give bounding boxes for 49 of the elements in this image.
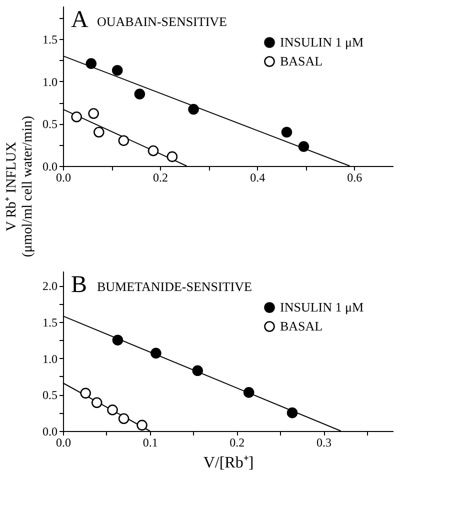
annotation: BUMETANIDE-SENSITIVE (97, 279, 252, 294)
point (88, 108, 99, 119)
point (80, 388, 91, 399)
point (86, 58, 97, 69)
point (107, 404, 118, 416)
legend-label: BASAL (280, 318, 323, 334)
y-tick-label: 1.5 (42, 315, 58, 330)
x-axis-title: V/[Rb⁺] (203, 454, 254, 472)
x-tick-label: 0.2 (153, 170, 168, 184)
y-tick-label: 0.5 (42, 388, 58, 402)
point (118, 135, 130, 146)
legend-label: BASAL (280, 54, 323, 68)
x-tick-label: 0.2 (230, 436, 245, 450)
x-tick-label: 0.1 (142, 436, 158, 450)
point (134, 88, 146, 100)
point (136, 420, 148, 431)
y-tick-label: 0.5 (42, 117, 58, 132)
x-tick-label: 0.4 (250, 170, 266, 184)
point (281, 126, 292, 138)
point (298, 141, 310, 152)
legend-label: INSULIN 1 μM (280, 34, 364, 50)
y-tick-label: 1.0 (42, 74, 58, 89)
annotation: B (71, 272, 88, 298)
annotation: OUABAIN-SENSITIVE (97, 14, 228, 29)
point (118, 413, 130, 424)
point (166, 151, 178, 162)
x-tick-label: 0.0 (56, 170, 71, 184)
point (148, 145, 159, 156)
point (192, 365, 203, 376)
legend-label: INSULIN 1 μM (280, 300, 364, 314)
annotation: A (71, 7, 89, 33)
x-tick-label: 0.0 (56, 436, 71, 450)
y-tick-label: 2.0 (42, 279, 58, 294)
point (91, 397, 102, 408)
point (243, 387, 254, 398)
point (188, 104, 199, 115)
point (112, 334, 124, 346)
y-axis-title: V Rb⁺ INFLUX (μmol/ml cell water/min) (4, 116, 36, 258)
y-tick-label: 0.0 (42, 424, 58, 438)
point (94, 126, 104, 138)
point (112, 64, 123, 76)
x-tick-label: 0.6 (347, 170, 362, 184)
y-tick-label: 0.0 (42, 160, 58, 174)
y-tick-label: 1.5 (42, 32, 58, 47)
point (71, 112, 82, 122)
y-tick-label: 1.0 (42, 352, 58, 366)
x-tick-label: 0.3 (316, 436, 332, 450)
point (150, 348, 162, 359)
point (286, 407, 298, 418)
